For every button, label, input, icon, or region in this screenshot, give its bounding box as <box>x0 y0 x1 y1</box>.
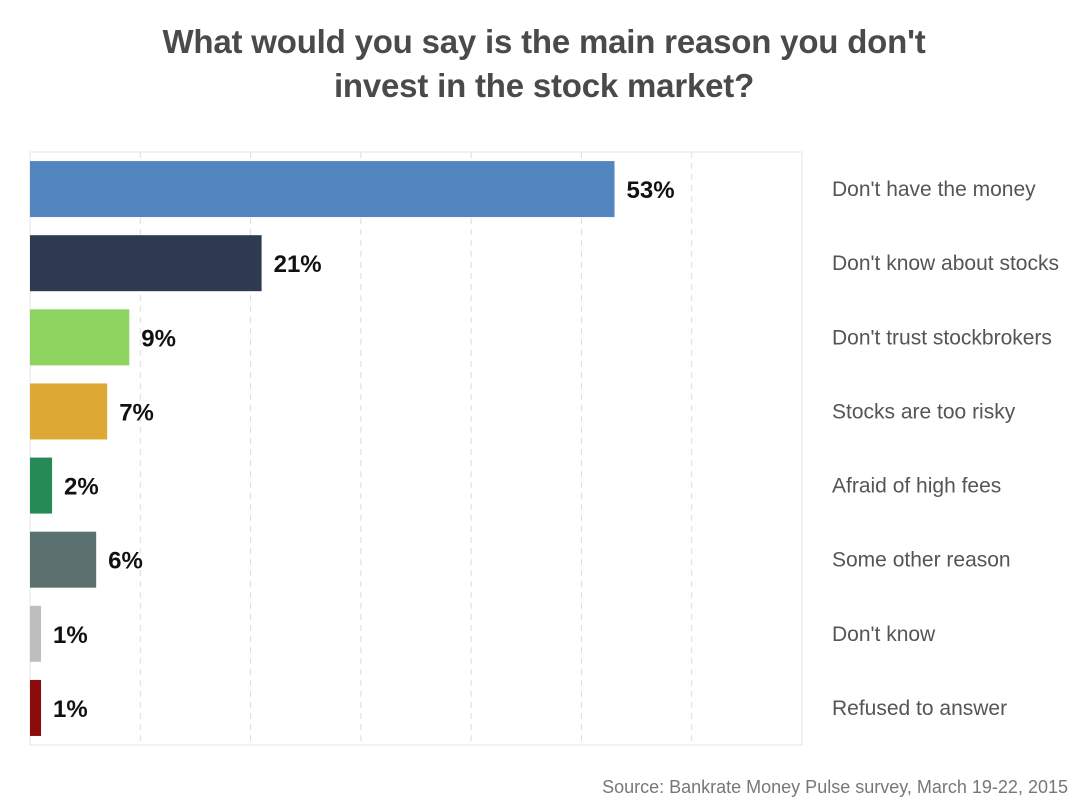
category-label: Don't trust stockbrokers <box>832 326 1052 349</box>
category-label: Don't know about stocks <box>832 252 1059 275</box>
data-label: 1% <box>53 622 88 649</box>
chart-title-line-1: What would you say is the main reason yo… <box>162 23 926 60</box>
plot-frame <box>29 151 803 746</box>
category-label: Don't have the money <box>832 178 1036 201</box>
bar <box>30 161 615 218</box>
data-label: 53% <box>627 177 675 204</box>
bar <box>30 457 53 514</box>
category-label: Some other reason <box>832 549 1011 572</box>
data-label: 9% <box>141 325 176 352</box>
data-label: 21% <box>274 251 322 278</box>
data-label: 7% <box>119 399 154 426</box>
data-label: 6% <box>108 548 143 575</box>
data-label: 1% <box>53 696 88 723</box>
category-label: Don't know <box>832 623 936 646</box>
bar <box>30 679 42 736</box>
category-label: Stocks are too risky <box>832 400 1016 423</box>
bar <box>30 605 42 662</box>
source-note: Source: Bankrate Money Pulse survey, Mar… <box>602 777 1068 797</box>
chart-title: What would you say is the main reason yo… <box>0 20 1088 108</box>
chart-title-line-2: invest in the stock market? <box>333 67 755 104</box>
data-label: 2% <box>64 474 99 501</box>
bar <box>30 235 262 292</box>
category-label: Refused to answer <box>832 697 1007 720</box>
category-label: Afraid of high fees <box>832 475 1001 498</box>
bar <box>30 531 97 588</box>
bar <box>30 309 130 366</box>
bar <box>30 383 108 440</box>
